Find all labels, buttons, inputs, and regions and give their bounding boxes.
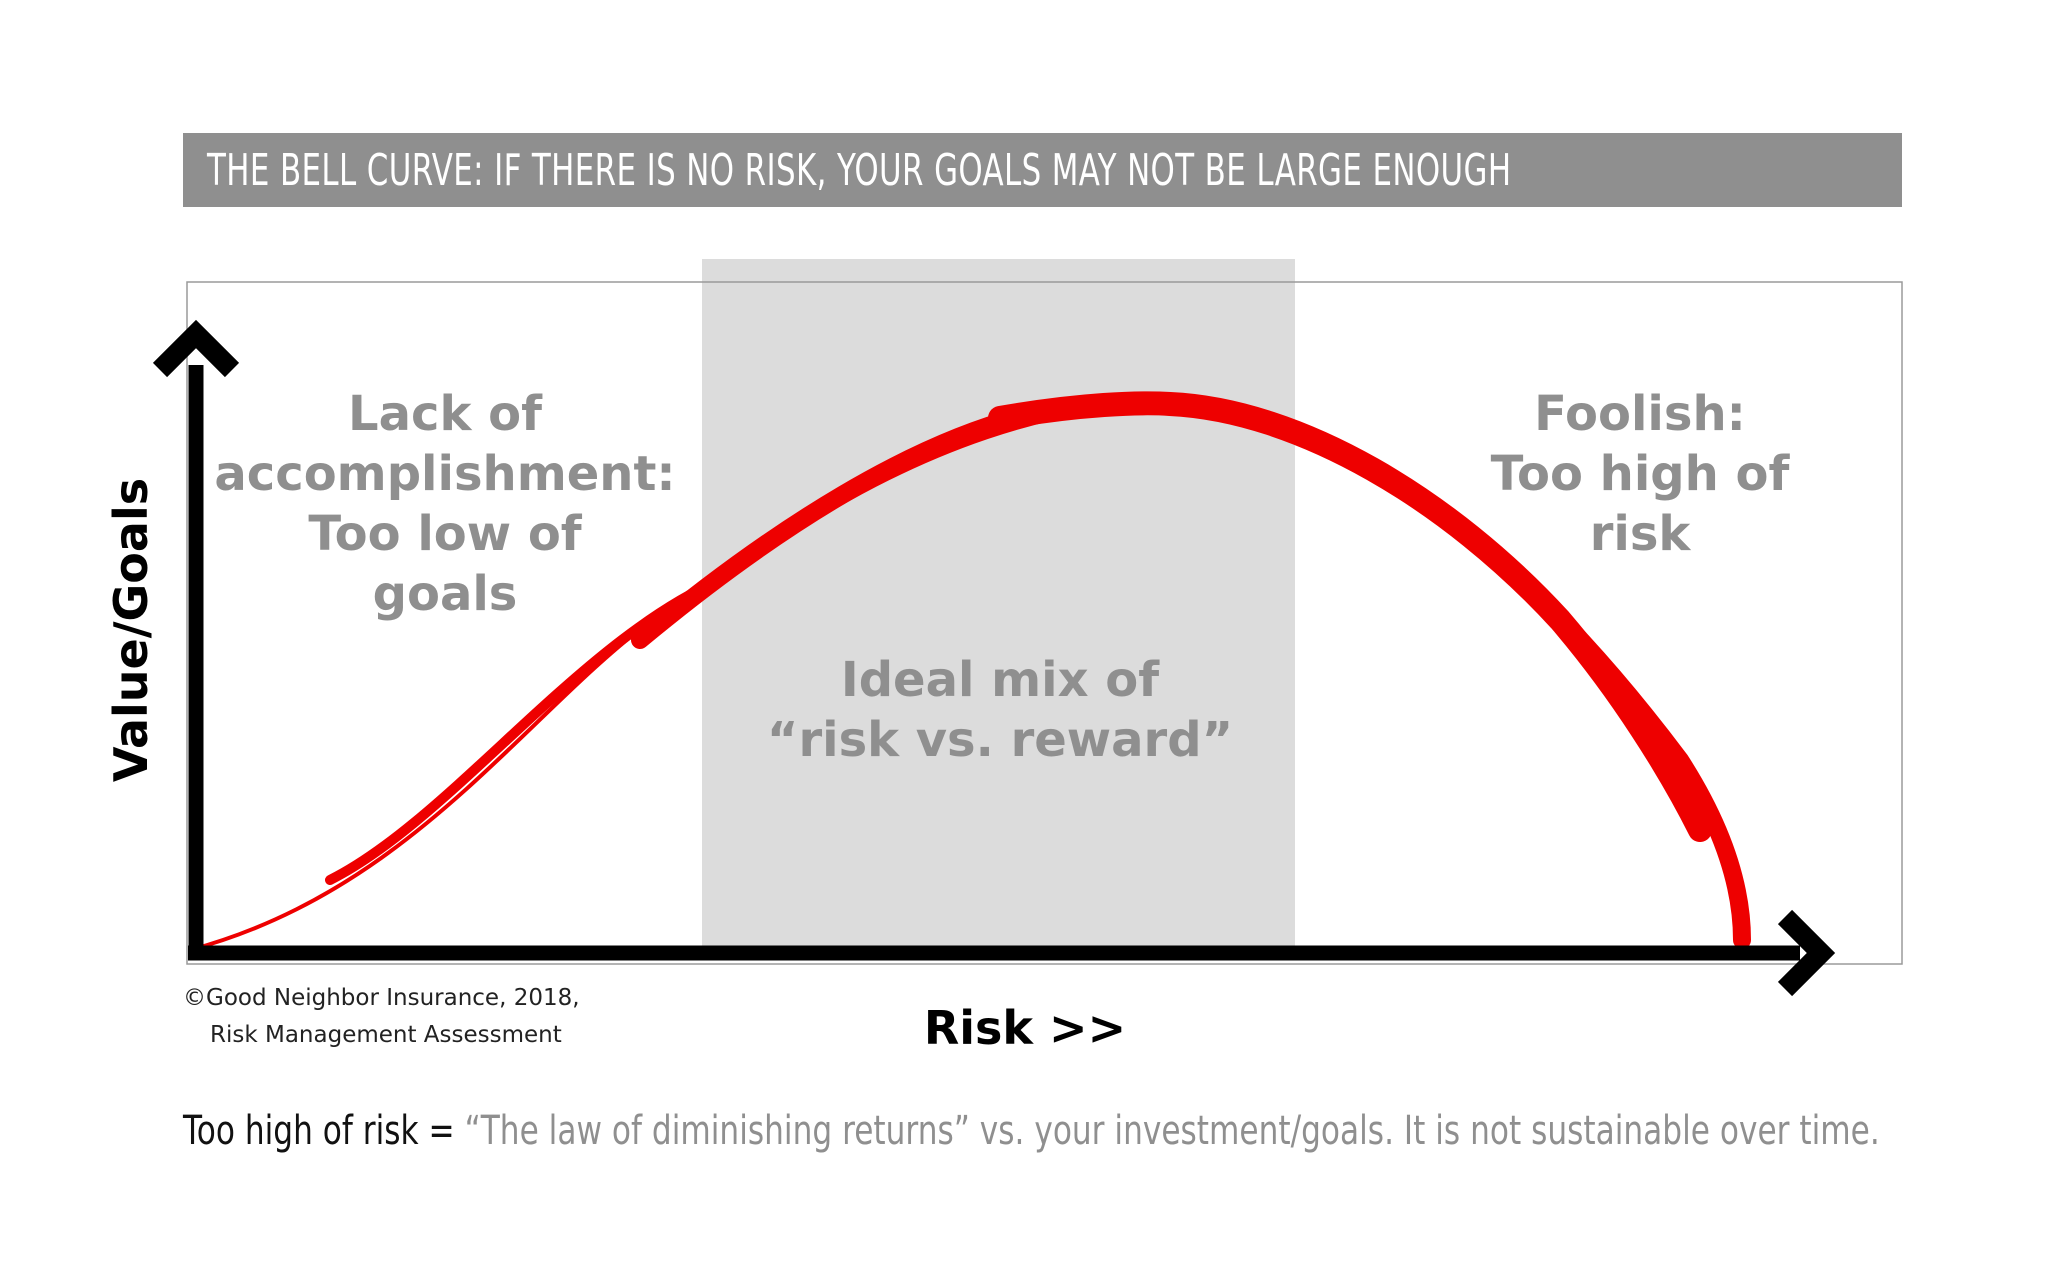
x-axis-label: Risk >> [923,1001,1127,1055]
plot-frame [186,281,1903,965]
zone-label-line: “risk vs. reward” [766,712,1234,768]
zone-label-line: Too high of [1490,446,1790,502]
y-axis-arrowhead [152,319,240,378]
zone-label-line: risk [1589,506,1691,562]
zone-label-line: Ideal mix of [840,652,1160,708]
source-line: Risk Management Assessment [210,1022,562,1048]
footnote-text: “The law of diminishing returns” vs. you… [454,1108,1880,1154]
footnote: Too high of risk = “The law of diminishi… [183,1108,1880,1154]
zone-label-line: goals [372,566,518,622]
footnote-lead: Too high of risk = [183,1108,455,1154]
risk-reward-curve [188,391,1751,952]
title-bar: THE BELL CURVE: IF THERE IS NO RISK, YOU… [183,133,1902,207]
ideal-zone-band [702,259,1295,949]
zone-label-line: accomplishment: [214,446,676,502]
copyright-line: ©Good Neighbor Insurance, 2018, [183,985,580,1011]
zone-label-line: Too low of [308,506,582,562]
zone-label-line: Foolish: [1534,386,1746,442]
zone-label-high-risk: Foolish: Too high of risk [1450,384,1830,564]
zone-label-line: Lack of [348,386,542,442]
x-axis-arrowhead [1777,909,1836,997]
y-axis-label: Value/Goals [104,477,158,783]
zone-label-ideal: Ideal mix of “risk vs. reward” [740,650,1260,770]
diagram-title: THE BELL CURVE: IF THERE IS NO RISK, YOU… [207,144,1512,196]
zone-label-low-risk: Lack of accomplishment: Too low of goals [210,384,680,624]
